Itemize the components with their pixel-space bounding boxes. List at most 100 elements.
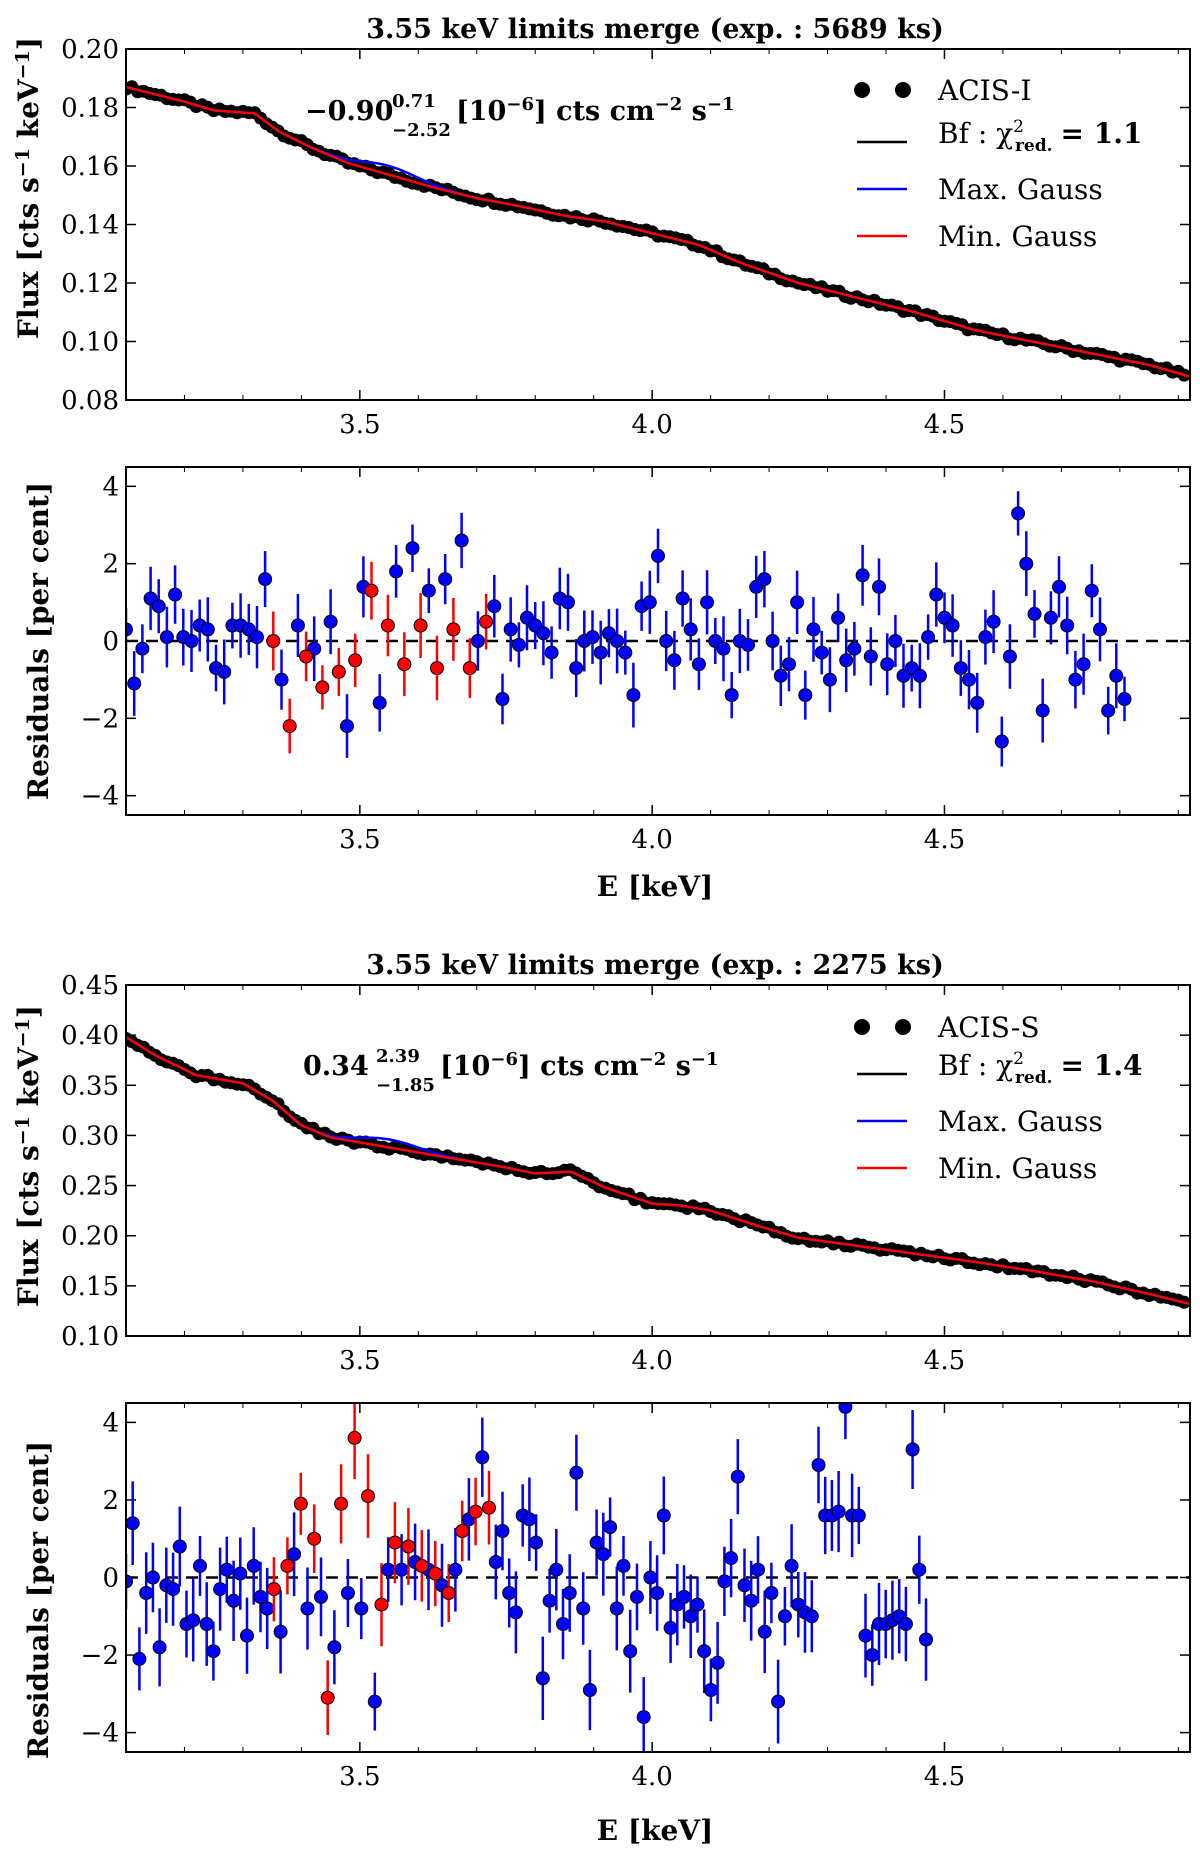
residual-point <box>863 649 878 664</box>
residual-point-min <box>334 1496 349 1511</box>
residual-point <box>1002 649 1017 664</box>
residual-point <box>151 599 166 614</box>
residual-point <box>831 610 846 625</box>
residual-point <box>659 634 674 648</box>
residual-point-min <box>315 680 330 695</box>
residual-point <box>737 1578 752 1593</box>
residual-point <box>642 595 657 610</box>
y-tick-label: −2 <box>81 704 119 734</box>
residual-point <box>921 630 936 645</box>
residual-point <box>184 634 199 648</box>
svg-text:−2.52: −2.52 <box>392 120 451 141</box>
y-tick-label: 0.08 <box>61 386 119 416</box>
residual-point <box>135 641 150 656</box>
residual-point <box>831 1504 846 1519</box>
residual-point <box>145 1570 160 1585</box>
residual-point <box>945 618 960 633</box>
legend-detector: ACIS-S <box>937 1011 1040 1044</box>
residual-point <box>126 1516 140 1531</box>
residual-point <box>206 1644 221 1659</box>
svg-text:0.34: 0.34 <box>303 1051 369 1082</box>
residual-point <box>569 661 584 676</box>
y-tick-label: 0 <box>102 627 119 657</box>
residual-point <box>782 657 796 672</box>
xlabel-2: E [keV] <box>597 1814 714 1847</box>
residual-point <box>1019 556 1034 571</box>
residual-point <box>596 1547 611 1562</box>
residual-point <box>226 1593 241 1608</box>
residual-point-min <box>468 1504 483 1519</box>
x-tick-label: 4.5 <box>924 1762 965 1792</box>
legend-bestfit: Bf : χ2 red. = 1.4 <box>938 1049 1142 1088</box>
y-tick-label: 4 <box>102 1408 119 1438</box>
residual-point <box>978 630 993 645</box>
residual-point <box>1093 622 1107 637</box>
residual-point <box>544 645 559 660</box>
xlabel-1: E [keV] <box>597 870 714 903</box>
residual-point <box>757 572 772 587</box>
residual-point-min <box>307 1531 322 1546</box>
svg-text:[10−6] cts cm−2 s−1: [10−6] cts cm−2 s−1 <box>456 94 735 127</box>
y-tick-label: 0.35 <box>61 1071 119 1101</box>
residual-point <box>724 688 739 703</box>
residual-point <box>593 645 608 660</box>
residual-point <box>250 630 264 645</box>
residual-point <box>405 541 420 556</box>
residual-point <box>219 1562 234 1577</box>
residual-point <box>880 657 895 672</box>
residual-point <box>323 614 338 629</box>
legend-2: ACIS-S Bf : χ2 red. = 1.4 Max. Gauss Min. … <box>854 1011 1142 1185</box>
plot-frame <box>125 1402 1191 1753</box>
legend-min: Min. Gauss <box>938 220 1097 253</box>
flux-ylabel-1: Flux [cts s−1 keV−1] <box>12 37 45 339</box>
residual-point <box>636 1710 651 1725</box>
residual-point <box>274 672 289 687</box>
residual-point <box>246 1558 261 1573</box>
residual-point <box>1011 506 1026 521</box>
legend-max: Max. Gauss <box>938 173 1103 206</box>
residual-point-min <box>441 1586 456 1600</box>
residual-point <box>656 1508 671 1523</box>
residual-point <box>585 630 600 645</box>
residual-point <box>700 595 715 610</box>
residual-point-min <box>320 1690 335 1705</box>
residual-point <box>1035 703 1050 718</box>
residual-point <box>905 1442 920 1457</box>
residual-point-min <box>331 664 346 679</box>
legend-1: ACIS-I Bf : χ2 red. = 1.1 Max. Gauss Min. … <box>854 74 1142 253</box>
legend-data-marker <box>854 1019 870 1035</box>
y-tick-label: 0.10 <box>61 328 119 358</box>
residual-point <box>126 622 133 637</box>
acis-s-flux-plot: 3.5 4.0 4.5 0.10 0.15 0.20 0.25 0.30 0.35 0.40 0.4… <box>61 971 1191 1376</box>
residual-point <box>757 1624 772 1639</box>
residual-point <box>166 1582 181 1597</box>
residual-point <box>865 1648 880 1663</box>
plot-frame <box>125 984 1191 1337</box>
residual-point <box>367 1694 382 1709</box>
residual-point <box>716 641 731 656</box>
residual-point <box>186 1613 201 1628</box>
y-tick-label: 0.30 <box>61 1121 119 1151</box>
residual-point <box>569 1465 584 1480</box>
y-tick-label: 0.10 <box>61 1322 119 1352</box>
residual-point <box>610 634 625 648</box>
residual-point <box>253 1589 268 1604</box>
residual-point-min <box>479 614 494 629</box>
residual-point <box>522 1512 537 1527</box>
residual-point <box>1084 583 1099 598</box>
y-tick-label: 0.15 <box>61 1272 119 1302</box>
residual-point <box>683 622 698 637</box>
residual-point-min <box>282 719 297 734</box>
residual-point <box>1117 692 1132 706</box>
residual-point <box>273 1624 288 1639</box>
x-tick-label: 4.0 <box>631 1346 672 1376</box>
svg-text:2.39: 2.39 <box>376 1046 420 1067</box>
residual-point <box>855 568 870 583</box>
residual-point <box>561 595 575 610</box>
legend-data-marker <box>854 82 870 98</box>
x-tick-label: 4.5 <box>924 1346 965 1376</box>
residual-point <box>327 1640 342 1655</box>
resid-ylabel-1: Residuals [per cent] <box>22 482 55 800</box>
residual-point <box>667 653 682 668</box>
